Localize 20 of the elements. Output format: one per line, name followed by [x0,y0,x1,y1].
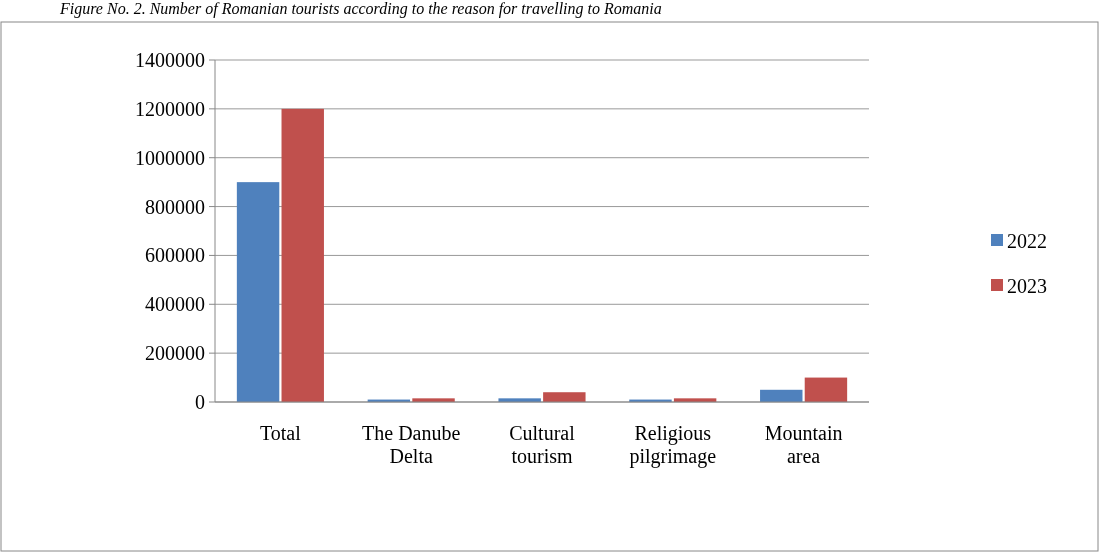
chart-title: Figure No. 2. Number of Romanian tourists according to the reason for travelling to Romania [59,0,662,18]
y-tick-label: 800000 [145,195,205,218]
legend-label: 2022 [1007,230,1047,252]
x-tick-label: The Danube Delta [362,422,461,467]
legend-label: 2023 [1007,275,1047,297]
bar [236,182,280,402]
bar [804,377,848,402]
y-tick-label: 200000 [145,342,205,365]
x-tick-label: Religious pilgrimage [629,422,717,468]
y-tick-label: 600000 [145,244,205,267]
x-tick-label: Total [259,422,302,444]
y-tick-label: 1000000 [135,146,205,169]
bar [281,108,324,402]
y-tick-label: 400000 [145,293,205,316]
y-tick-label: 0 [195,391,205,413]
bar [543,392,586,402]
x-tick-label: Cultural tourism [509,422,576,467]
x-tick-label: Mountain area [764,422,843,467]
y-tick-label: 1400000 [135,49,205,71]
y-tick-label: 1200000 [135,97,205,120]
